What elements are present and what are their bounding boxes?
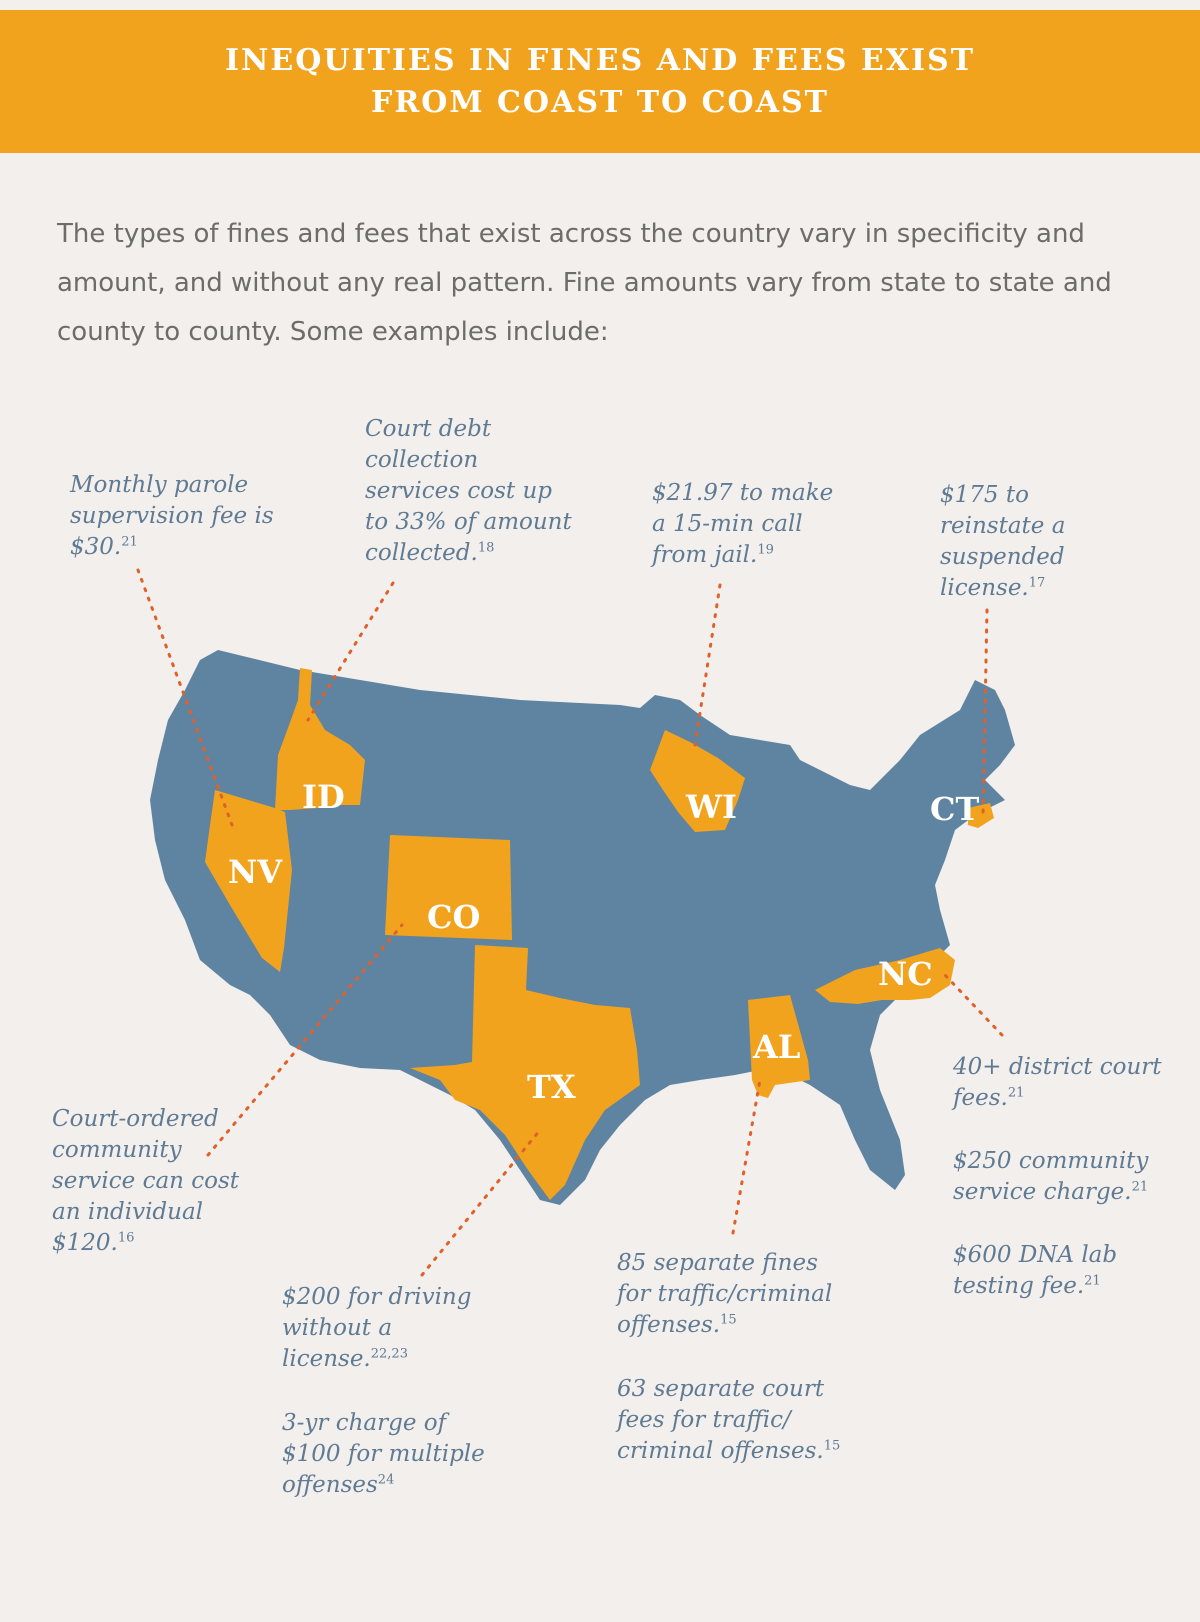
note-nv: Monthly parole supervision fee is $30.21: [70, 470, 280, 563]
state-label-al: AL: [752, 1028, 800, 1066]
note-wi-text: $21.97 to make a 15-min call from jail.: [652, 480, 834, 568]
leader-line-co: [206, 923, 404, 1157]
note-co: Court-ordered community service can cost…: [52, 1104, 252, 1259]
leader-line-id: [306, 581, 395, 722]
note-id-text: Court debt collection services cost up t…: [365, 416, 572, 566]
state-label-wi: WI: [685, 788, 737, 826]
state-label-co: CO: [427, 898, 480, 936]
note-al-1: 85 separate fines for traffic/criminal o…: [617, 1248, 842, 1341]
note-al-2: 63 separate court fees for traffic/ crim…: [617, 1374, 842, 1467]
leader-line-wi: [693, 583, 722, 747]
leader-line-nc: [943, 973, 1004, 1037]
note-nc-3-text: $600 DNA lab testing fee.: [953, 1242, 1118, 1299]
note-ct-text: $175 to reinstate a suspended license.: [940, 482, 1066, 601]
note-nc-2: $250 community service charge.21: [953, 1146, 1168, 1208]
title-line-2: FROM COAST TO COAST: [371, 84, 829, 120]
state-label-tx: TX: [527, 1068, 576, 1106]
state-shape-wi: [650, 730, 745, 832]
note-co-ref: 16: [117, 1230, 135, 1246]
title-banner: INEQUITIES IN FINES AND FEES EXIST FROM …: [0, 10, 1200, 153]
state-shape-al: [748, 995, 810, 1098]
note-tx-1: $200 for driving without a license.22,23: [282, 1282, 482, 1375]
note-tx-2: 3-yr charge of $100 for multiple offense…: [282, 1408, 492, 1501]
note-nc-1: 40+ district court fees.21: [953, 1052, 1168, 1114]
note-nc-3: $600 DNA lab testing fee.21: [953, 1240, 1153, 1302]
note-ct-ref: 17: [1028, 575, 1046, 591]
note-nv-ref: 21: [121, 534, 138, 550]
note-wi: $21.97 to make a 15-min call from jail.1…: [652, 478, 852, 571]
note-co-text: Court-ordered community service can cost…: [52, 1106, 240, 1256]
state-label-nc: NC: [878, 955, 933, 993]
leader-line-tx: [420, 1128, 542, 1277]
state-label-id: ID: [302, 778, 345, 816]
state-label-nv: NV: [228, 853, 283, 891]
state-label-ct: CT: [930, 790, 979, 828]
state-shape-co: [385, 835, 512, 940]
note-tx-2-ref: 24: [377, 1472, 395, 1488]
note-al-1-text: 85 separate fines for traffic/criminal o…: [617, 1250, 833, 1338]
leader-line-al: [731, 1078, 762, 1235]
note-al-2-ref: 15: [823, 1438, 841, 1454]
intro-paragraph: The types of fines and fees that exist a…: [57, 219, 1112, 347]
title-line-1: INEQUITIES IN FINES AND FEES EXIST: [224, 42, 976, 78]
state-shape-nc: [815, 948, 955, 1004]
note-tx-1-text: $200 for driving without a license.: [282, 1284, 472, 1372]
note-tx-2-text: 3-yr charge of $100 for multiple offense…: [282, 1410, 485, 1498]
note-al-2-text: 63 separate court fees for traffic/ crim…: [617, 1376, 825, 1464]
note-nc-2-text: $250 community service charge.: [953, 1148, 1149, 1205]
note-nc-1-ref: 21: [1007, 1085, 1025, 1101]
note-al-1-ref: 15: [720, 1312, 737, 1328]
state-shape-ct: [968, 803, 994, 828]
note-tx-1-ref: 22,23: [370, 1346, 408, 1362]
note-ct: $175 to reinstate a suspended license.17: [940, 480, 1090, 604]
note-nc-2-ref: 21: [1131, 1179, 1149, 1195]
note-id: Court debt collection services cost up t…: [365, 414, 580, 569]
state-shape-nv: [205, 790, 292, 972]
note-wi-ref: 19: [757, 542, 774, 558]
leader-line-ct: [981, 608, 989, 817]
note-nc-1-text: 40+ district court fees.: [953, 1054, 1162, 1111]
note-nc-3-ref: 21: [1084, 1273, 1101, 1289]
note-nv-text: Monthly parole supervision fee is $30.: [70, 472, 274, 560]
state-shape-tx: [410, 945, 640, 1200]
note-id-ref: 18: [477, 540, 495, 556]
state-shape-id: [275, 668, 365, 810]
